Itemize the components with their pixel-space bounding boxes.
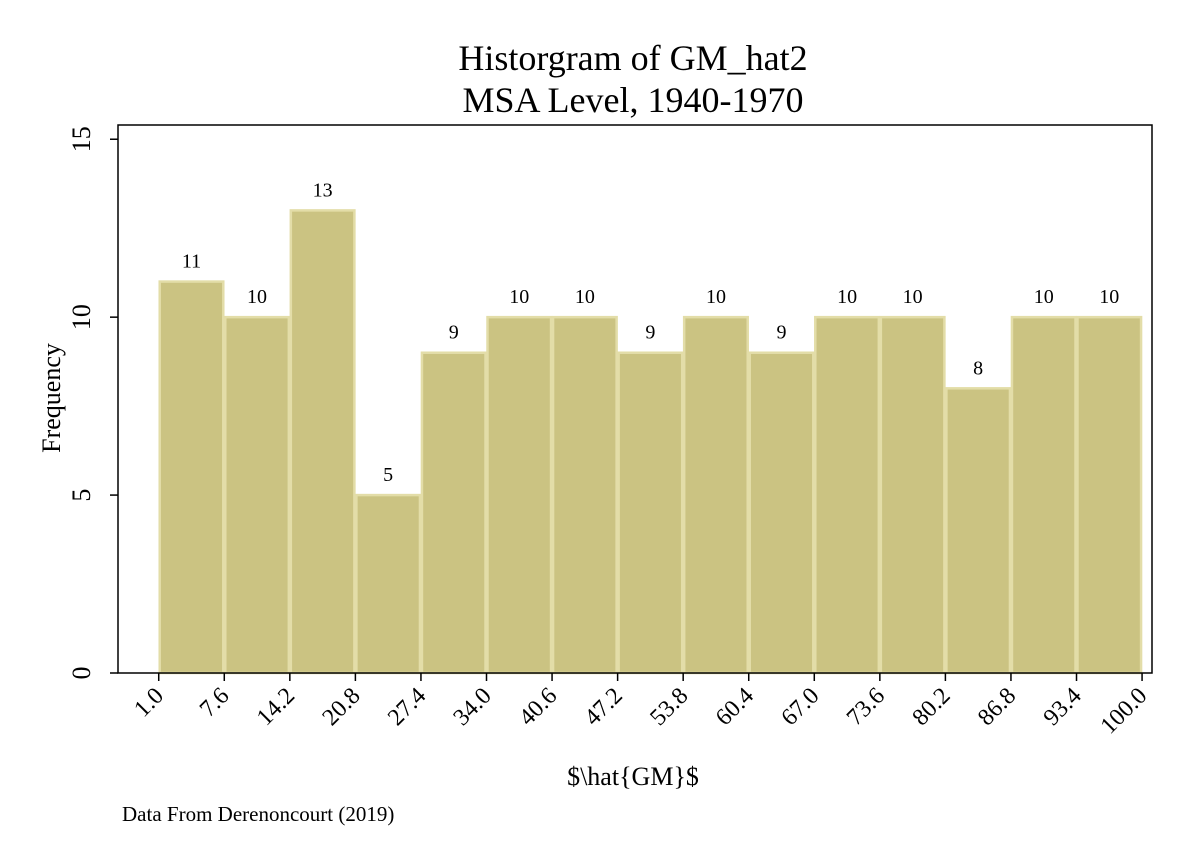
histogram-bar (486, 315, 553, 675)
histogram-bar (814, 315, 881, 675)
x-axis-label: $\hat{GM}$ (567, 762, 699, 791)
histogram-bar (945, 387, 1012, 675)
bar-value-label: 9 (645, 322, 655, 344)
histogram-bar (748, 351, 815, 675)
x-tick-label: 14.2 (252, 683, 300, 731)
bars-group (158, 209, 1143, 675)
histogram-bar (617, 351, 684, 675)
bar-value-label: 10 (706, 286, 726, 308)
bar-value-label: 10 (509, 286, 529, 308)
x-tick-label: 40.6 (514, 683, 562, 731)
bar-labels-group: 11 10 13 5 9 10 10 9 10 9 10 10 8 10 10 (182, 179, 1119, 486)
bar-value-label: 10 (837, 286, 857, 308)
bar-value-label: 9 (777, 322, 787, 344)
y-axis: 0 5 10 15 (67, 126, 118, 680)
x-tick-label: 100.0 (1096, 683, 1153, 740)
bar-value-label: 10 (1099, 286, 1119, 308)
x-tick-label: 34.0 (449, 683, 497, 731)
histogram-bar (1076, 315, 1143, 675)
x-tick-label: 20.8 (318, 683, 366, 731)
bar-value-label: 11 (182, 251, 201, 273)
x-tick-label: 27.4 (383, 683, 431, 731)
bar-value-label: 5 (383, 464, 393, 486)
y-tick-label: 15 (67, 126, 96, 152)
source-note: Data From Derenoncourt (2019) (122, 802, 394, 826)
x-tick-label: 53.8 (645, 683, 693, 731)
y-tick-label: 0 (67, 667, 96, 680)
x-tick-label: 67.0 (776, 683, 824, 731)
bar-value-label: 10 (1034, 286, 1054, 308)
histogram-bar (355, 493, 422, 675)
x-tick-label: 86.8 (973, 683, 1021, 731)
bar-value-label: 8 (973, 357, 983, 379)
x-tick-label: 73.6 (842, 683, 890, 731)
plot-frame (117, 124, 1153, 674)
x-tick-label: 60.4 (711, 683, 759, 731)
x-tick-label: 47.2 (580, 683, 628, 731)
bar-value-label: 10 (903, 286, 923, 308)
y-tick-label: 10 (67, 304, 96, 330)
histogram-bar (879, 315, 946, 675)
histogram-bar (224, 315, 291, 675)
histogram-bar (1010, 315, 1077, 675)
chart-subtitle: MSA Level, 1940-1970 (463, 80, 804, 120)
histogram-bar (420, 351, 487, 675)
y-axis-label: Frequency (37, 343, 66, 453)
x-tick-label: 93.4 (1039, 683, 1087, 731)
histogram-bar (682, 315, 749, 675)
y-tick-label: 5 (67, 489, 96, 502)
histogram-bar (289, 209, 356, 675)
bar-value-label: 10 (575, 286, 595, 308)
bar-value-label: 13 (313, 179, 333, 201)
x-tick-label: 80.2 (908, 683, 956, 731)
bar-value-label: 10 (247, 286, 267, 308)
x-tick-label: 1.0 (129, 683, 169, 723)
histogram-bar (158, 280, 225, 675)
bar-value-label: 9 (449, 322, 459, 344)
histogram-bar (551, 315, 618, 675)
x-tick-label: 7.6 (195, 683, 235, 723)
chart-title: Historgram of GM_hat2 (458, 38, 807, 78)
x-axis: 1.0 7.6 14.2 20.8 27.4 34.0 40.6 47.2 53.8 60.4 67… (129, 673, 1152, 739)
